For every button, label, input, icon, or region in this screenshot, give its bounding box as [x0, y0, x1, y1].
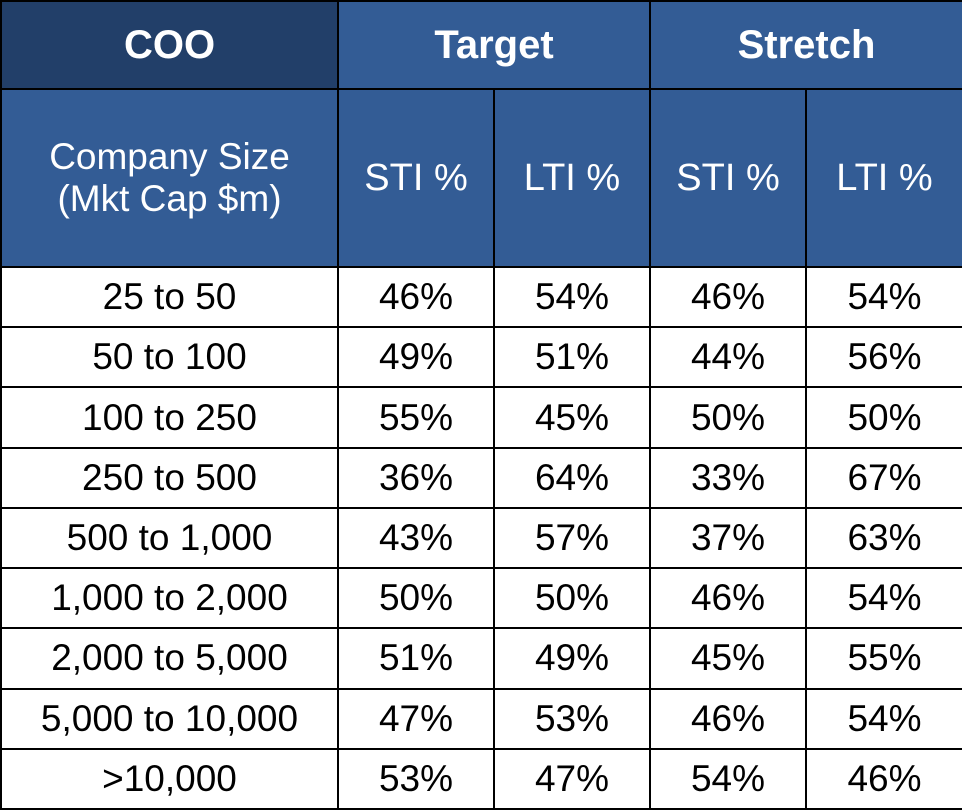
target-lti-cell: 64% — [493, 446, 651, 509]
target-sti-cell: 50% — [337, 567, 495, 630]
table-row: 2,000 to 5,000 51% 49% 45% 55% — [0, 627, 962, 690]
target-lti-cell: 47% — [493, 747, 651, 810]
column-header-target-sti: STI % — [337, 88, 495, 268]
table-row: 100 to 250 55% 45% 50% 50% — [0, 386, 962, 449]
column-header-stretch-lti: LTI % — [805, 88, 962, 268]
target-lti-cell: 54% — [493, 265, 651, 329]
target-lti-cell: 45% — [493, 386, 651, 449]
target-sti-cell: 55% — [337, 386, 495, 449]
stretch-lti-cell: 50% — [805, 386, 962, 449]
table-row: >10,000 53% 47% 54% 46% — [0, 747, 962, 810]
company-size-cell: 250 to 500 — [0, 446, 339, 509]
stretch-sti-cell: 33% — [649, 446, 807, 509]
stretch-lti-cell: 63% — [805, 506, 962, 570]
target-sti-cell: 43% — [337, 506, 495, 570]
table-header: COO Target Stretch Company Size (Mkt Cap… — [0, 0, 962, 268]
target-sti-cell: 49% — [337, 326, 495, 389]
table-row: 25 to 50 46% 54% 46% 54% — [0, 265, 962, 329]
stretch-sti-cell: 54% — [649, 747, 807, 810]
company-size-cell: >10,000 — [0, 747, 339, 810]
group-header-stretch: Stretch — [649, 0, 962, 90]
stretch-lti-cell: 54% — [805, 567, 962, 630]
table-row: 5,000 to 10,000 47% 53% 46% 54% — [0, 687, 962, 750]
stretch-lti-cell: 54% — [805, 265, 962, 329]
target-sti-cell: 46% — [337, 265, 495, 329]
group-header-target: Target — [337, 0, 651, 90]
table-title: COO — [0, 0, 339, 90]
target-sti-cell: 47% — [337, 687, 495, 750]
stretch-sti-cell: 44% — [649, 326, 807, 389]
target-lti-cell: 53% — [493, 687, 651, 750]
table-body: 25 to 50 46% 54% 46% 54% 50 to 100 49% 51% 44% 56… — [0, 265, 962, 810]
target-sti-cell: 53% — [337, 747, 495, 810]
table-row: 50 to 100 49% 51% 44% 56% — [0, 326, 962, 389]
company-size-cell: 2,000 to 5,000 — [0, 627, 339, 690]
stretch-sti-cell: 50% — [649, 386, 807, 449]
table-row: 500 to 1,000 43% 57% 37% 63% — [0, 506, 962, 570]
stretch-lti-cell: 56% — [805, 326, 962, 389]
table-row: 1,000 to 2,000 50% 50% 46% 54% — [0, 567, 962, 630]
column-header-stretch-sti: STI % — [649, 88, 807, 268]
stretch-lti-cell: 67% — [805, 446, 962, 509]
header-row-columns: Company Size (Mkt Cap $m) STI % LTI % ST… — [0, 88, 962, 268]
market-cap-label: (Mkt Cap $m) — [57, 178, 282, 219]
stretch-lti-cell: 54% — [805, 687, 962, 750]
target-lti-cell: 51% — [493, 326, 651, 389]
stretch-lti-cell: 46% — [805, 747, 962, 810]
stretch-sti-cell: 46% — [649, 567, 807, 630]
target-sti-cell: 36% — [337, 446, 495, 509]
header-row-groups: COO Target Stretch — [0, 0, 962, 90]
target-lti-cell: 50% — [493, 567, 651, 630]
company-size-cell: 100 to 250 — [0, 386, 339, 449]
company-size-label: Company Size — [49, 136, 290, 177]
target-lti-cell: 49% — [493, 627, 651, 690]
stretch-lti-cell: 55% — [805, 627, 962, 690]
company-size-cell: 1,000 to 2,000 — [0, 567, 339, 630]
target-sti-cell: 51% — [337, 627, 495, 690]
stretch-sti-cell: 37% — [649, 506, 807, 570]
column-header-company-size: Company Size (Mkt Cap $m) — [0, 88, 339, 268]
stretch-sti-cell: 46% — [649, 265, 807, 329]
stretch-sti-cell: 45% — [649, 627, 807, 690]
company-size-cell: 25 to 50 — [0, 265, 339, 329]
target-lti-cell: 57% — [493, 506, 651, 570]
column-header-target-lti: LTI % — [493, 88, 651, 268]
table-row: 250 to 500 36% 64% 33% 67% — [0, 446, 962, 509]
company-size-cell: 50 to 100 — [0, 326, 339, 389]
company-size-cell: 500 to 1,000 — [0, 506, 339, 570]
company-size-cell: 5,000 to 10,000 — [0, 687, 339, 750]
stretch-sti-cell: 46% — [649, 687, 807, 750]
